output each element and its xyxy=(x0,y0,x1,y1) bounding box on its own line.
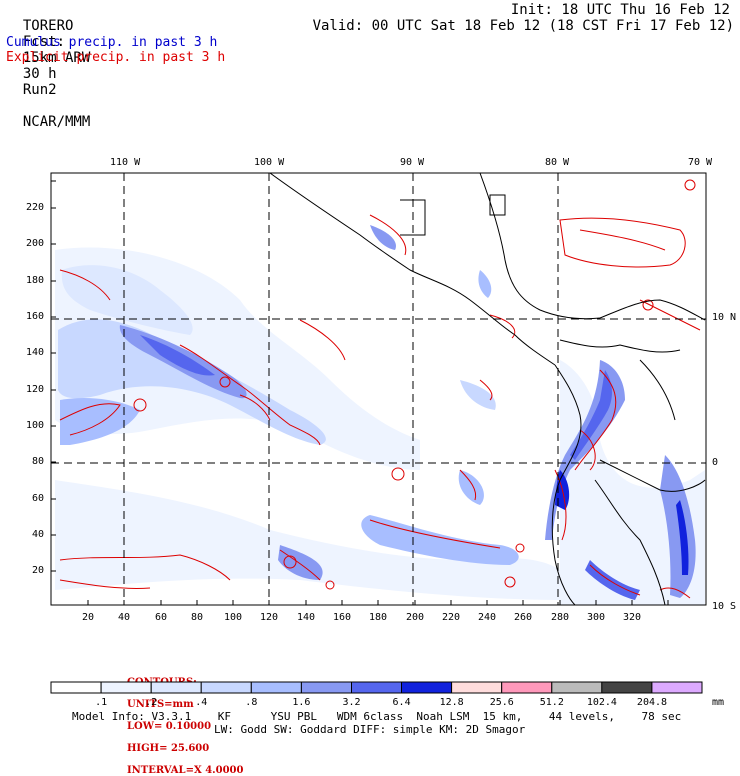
forecast-hours: 30 h xyxy=(22,66,57,82)
x-tick-label: 40 xyxy=(118,612,131,623)
x-tick-label: 80 xyxy=(191,612,204,623)
colorbar-label: 3.2 xyxy=(342,697,361,708)
model-org: NCAR/MMM xyxy=(22,114,91,130)
colorbar-label: 12.8 xyxy=(439,697,464,708)
colorbar-label: 6.4 xyxy=(392,697,411,708)
y-tick-label: 180 xyxy=(26,275,45,286)
lon-label-80w: 80 W xyxy=(545,157,570,168)
precip-shading xyxy=(55,225,705,605)
contours-low: LOW= 0.10000 xyxy=(126,721,212,732)
model-run: Run2 xyxy=(22,82,57,98)
y-tick-label: 60 xyxy=(32,493,45,504)
lat-label-0: 0 xyxy=(712,457,719,468)
x-tick-label: 20 xyxy=(82,612,95,623)
x-tick-label: 260 xyxy=(514,612,533,623)
y-tick-label: 120 xyxy=(26,384,45,395)
lat-label-10n: 10 N xyxy=(712,312,737,323)
contours-label: CONTOURS: xyxy=(126,677,197,688)
x-tick-label: 240 xyxy=(478,612,497,623)
model-resolution: 15km ARW xyxy=(22,50,91,66)
x-tick-label: 320 xyxy=(623,612,642,623)
lon-label-110w: 110 W xyxy=(110,157,141,168)
x-tick-label: 220 xyxy=(442,612,461,623)
x-tick-label: 60 xyxy=(155,612,168,623)
x-tick-label: 180 xyxy=(369,612,388,623)
colorbar-label: 204.8 xyxy=(636,697,668,708)
init-time: Init: 18 UTC Thu 16 Feb 12 xyxy=(510,2,730,18)
grid-lines xyxy=(51,173,706,605)
y-tick-label: 140 xyxy=(26,347,45,358)
colorbar-label: .2 xyxy=(145,697,158,708)
colorbar-label: 1.6 xyxy=(292,697,311,708)
colorbar-label: 51.2 xyxy=(539,697,564,708)
y-tick-label: 20 xyxy=(32,565,45,576)
axis-ticks xyxy=(51,180,669,605)
lon-label-100w: 100 W xyxy=(254,157,285,168)
x-tick-label: 140 xyxy=(297,612,316,623)
explicit-precip-contours xyxy=(59,179,701,599)
x-tick-label: 200 xyxy=(406,612,425,623)
x-tick-label: 300 xyxy=(587,612,606,623)
model-name: TORERO xyxy=(22,18,74,34)
contours-interval: INTERVAL=X 4.0000 xyxy=(126,765,244,776)
model-info-line1: Model Info: V3.3.1 KF YSU PBL WDM 6class… xyxy=(72,710,682,723)
precip-map xyxy=(50,172,707,606)
lat-label-10s: 10 S xyxy=(712,601,737,612)
field-label-cumulus: Cumulus precip. in past 3 h xyxy=(6,35,218,50)
colorbar-unit: mm xyxy=(712,697,725,708)
y-tick-label: 160 xyxy=(26,311,45,322)
contours-high: HIGH= 25.600 xyxy=(126,743,210,754)
colorbar-label: .1 xyxy=(95,697,108,708)
field-label-explicit: Explicit precip. in past 3 h xyxy=(6,50,226,65)
y-tick-label: 220 xyxy=(26,202,45,213)
colorbar-label: 102.4 xyxy=(586,697,617,708)
y-tick-label: 40 xyxy=(32,529,45,540)
lon-label-90w: 90 W xyxy=(400,157,425,168)
y-tick-label: 100 xyxy=(26,420,45,431)
model-info-line2: LW: Godd SW: Goddard DIFF: simple KM: 2D… xyxy=(214,723,526,736)
lon-label-70w: 70 W xyxy=(688,157,713,168)
colorbar-label: 25.6 xyxy=(489,697,514,708)
contours-units: UNITS=mm xyxy=(126,699,194,710)
colorbar-label: .4 xyxy=(195,697,208,708)
valid-time: Valid: 00 UTC Sat 18 Feb 12 (18 CST Fri … xyxy=(312,18,734,34)
x-tick-label: 120 xyxy=(260,612,279,623)
x-tick-label: 280 xyxy=(551,612,570,623)
y-tick-label: 200 xyxy=(26,238,45,249)
x-tick-label: 160 xyxy=(333,612,352,623)
y-tick-label: 80 xyxy=(32,456,45,467)
colorbar-label: .8 xyxy=(245,697,258,708)
x-tick-label: 100 xyxy=(224,612,243,623)
forecast-label: Fcst: xyxy=(22,34,66,50)
